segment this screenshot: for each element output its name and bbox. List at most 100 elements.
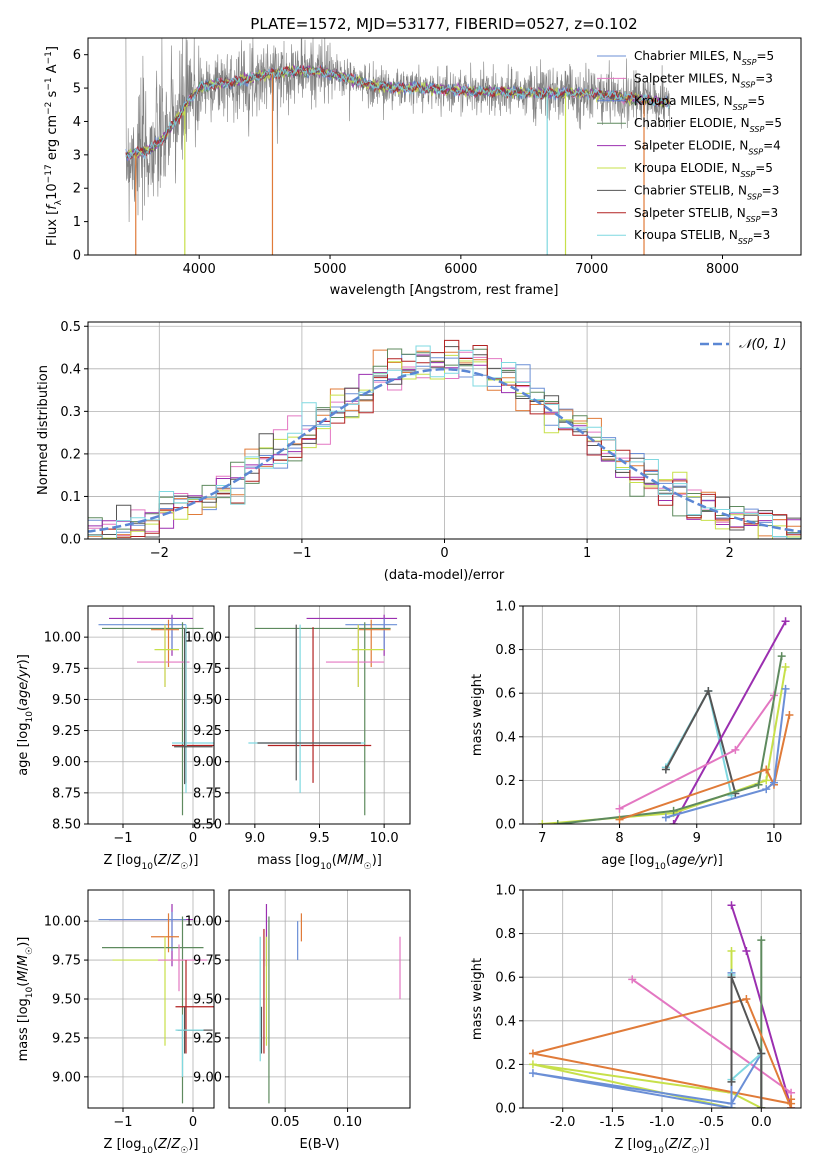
- mass-weight-marker: [528, 1049, 537, 1058]
- y-axis-label: Normed distribution: [36, 365, 51, 495]
- x-axis-label: E(B-V): [299, 1137, 339, 1152]
- plot-area: [88, 339, 801, 539]
- y-tick-label: 0.2: [495, 1058, 516, 1073]
- y-tick-label: 6: [73, 48, 81, 63]
- x-tick-label: 0: [189, 1115, 197, 1130]
- normal-curve: [88, 368, 801, 533]
- y-tick-label: 0.8: [495, 643, 516, 658]
- y-tick-label: 0.4: [60, 362, 81, 377]
- y-tick-label: 9.25: [193, 724, 222, 739]
- legend-label: Chabrier ELODIE, NSSP=5: [634, 116, 782, 134]
- mass-weight-marker: [777, 652, 786, 661]
- mass-weight-marker: [615, 804, 624, 813]
- panel-1: −2 −1 0 1 2 0.0 0.1 0.2 0.3 0.4 0.5 𝒩(0, 1) (data-mo…: [36, 320, 802, 583]
- axes-frame: [87, 605, 215, 825]
- y-tick-label: 9.25: [52, 1031, 81, 1046]
- mass-weight-marker: [762, 776, 771, 785]
- x-axis-label: Z [log10(Z/Z☉)]: [104, 853, 199, 872]
- mass-weight-marker: [742, 947, 751, 956]
- x-tick-label: -1.5: [600, 1115, 625, 1130]
- x-tick-label: 10.0: [370, 831, 399, 846]
- y-tick-label: 1: [73, 215, 81, 230]
- y-tick-label: 8.75: [193, 786, 222, 801]
- y-tick-label: 9.00: [52, 1070, 81, 1085]
- legend-label: 𝒩(0, 1): [739, 337, 786, 352]
- axes-frame: [522, 889, 802, 1109]
- panel-6: 0.05 0.10 9.00 9.25 9.50 9.75 10.00 E(B-V): [185, 889, 411, 1152]
- mass-weight-marker: [754, 780, 763, 789]
- mass-weight-marker: [762, 785, 771, 794]
- x-tick-label: −1: [113, 1115, 132, 1130]
- y-tick-label: 0: [73, 249, 81, 264]
- mass-weight-marker: [628, 975, 637, 984]
- panel-3: 9.0 9.5 10.0 8.50 8.75 9.00 9.25 9.50 9.75 10.00 m…: [185, 605, 411, 872]
- spectrum-title: PLATE=1572, MJD=53177, FIBERID=0527, z=0…: [250, 15, 637, 33]
- mass-weight-marker: [528, 1060, 537, 1069]
- mass-weight-line: [631, 978, 792, 1094]
- mass-weight-marker: [727, 901, 736, 910]
- y-tick-label: 10.00: [185, 631, 222, 646]
- mass-weight-marker: [615, 815, 624, 824]
- mass-weight-line: [557, 655, 783, 824]
- y-tick-label: 9.50: [193, 993, 222, 1008]
- mass-weight-line: [619, 714, 791, 821]
- x-tick-label: 10: [766, 831, 783, 846]
- plot-area: [528, 901, 796, 1108]
- mass-weight-marker: [769, 778, 778, 787]
- legend-label: Kroupa ELODIE, NSSP=5: [634, 161, 773, 179]
- x-tick-label: 5000: [313, 262, 346, 277]
- x-tick-label: 6000: [444, 262, 477, 277]
- mass-weight-marker: [785, 711, 794, 719]
- x-axis-label: wavelength [Angstrom, rest frame]: [330, 283, 559, 298]
- mass-weight-marker: [704, 687, 713, 696]
- x-axis-label: Z [log10(Z/Z☉)]: [615, 1137, 710, 1156]
- plot-area: [125, 38, 671, 255]
- mass-weight-marker: [742, 995, 751, 1003]
- x-tick-label: 0.0: [751, 1115, 772, 1130]
- x-tick-label: 0.10: [333, 1115, 362, 1130]
- plot-area: [259, 904, 401, 1104]
- mass-weight-marker: [757, 1049, 766, 1058]
- plot-area: [98, 614, 214, 816]
- y-tick-label: 0.0: [60, 533, 81, 548]
- y-axis-label: mass [log10(M/M☉)]: [16, 937, 35, 1062]
- y-tick-label: 8.75: [52, 786, 81, 801]
- mass-weight-marker: [727, 947, 736, 956]
- y-tick-label: 8.50: [52, 818, 81, 833]
- x-tick-label: −2: [150, 546, 169, 561]
- mass-weight-marker: [727, 973, 736, 982]
- mass-weight-marker: [762, 765, 771, 774]
- y-tick-label: 10.00: [44, 915, 81, 930]
- x-tick-label: -0.5: [699, 1115, 724, 1130]
- mass-weight-marker: [669, 820, 678, 824]
- legend-label: Kroupa STELIB, NSSP=3: [634, 228, 770, 246]
- y-tick-label: 1.0: [495, 884, 516, 899]
- x-tick-label: 9.0: [245, 831, 266, 846]
- y-tick-label: 9.75: [52, 662, 81, 677]
- y-tick-label: 10.00: [44, 631, 81, 646]
- y-tick-label: 5: [73, 82, 81, 97]
- plot-area: [538, 617, 794, 824]
- x-axis-label: Z [log10(Z/Z☉)]: [104, 1137, 199, 1156]
- x-tick-label: 8: [615, 831, 623, 846]
- x-tick-label: 4000: [183, 262, 216, 277]
- y-axis-label: mass weight: [470, 958, 485, 1040]
- x-tick-label: 2: [726, 546, 734, 561]
- mass-weight-marker: [538, 820, 547, 824]
- mass-weight-marker: [781, 663, 790, 672]
- model-spectrum-line: [125, 65, 671, 160]
- plot-area: [98, 904, 214, 1104]
- y-tick-label: 3: [73, 148, 81, 163]
- axes-frame: [87, 889, 215, 1109]
- y-tick-label: 9.00: [193, 755, 222, 770]
- axes-frame: [87, 321, 802, 540]
- y-tick-label: 10.00: [185, 915, 222, 930]
- y-tick-label: 0.0: [495, 818, 516, 833]
- mass-weight-marker: [757, 1104, 766, 1108]
- x-tick-label: 0.05: [271, 1115, 300, 1130]
- legend-label: Kroupa MILES, NSSP=5: [634, 94, 765, 112]
- y-tick-label: 0.5: [60, 320, 81, 335]
- mass-weight-line: [672, 620, 787, 824]
- y-tick-label: 9.75: [193, 954, 222, 969]
